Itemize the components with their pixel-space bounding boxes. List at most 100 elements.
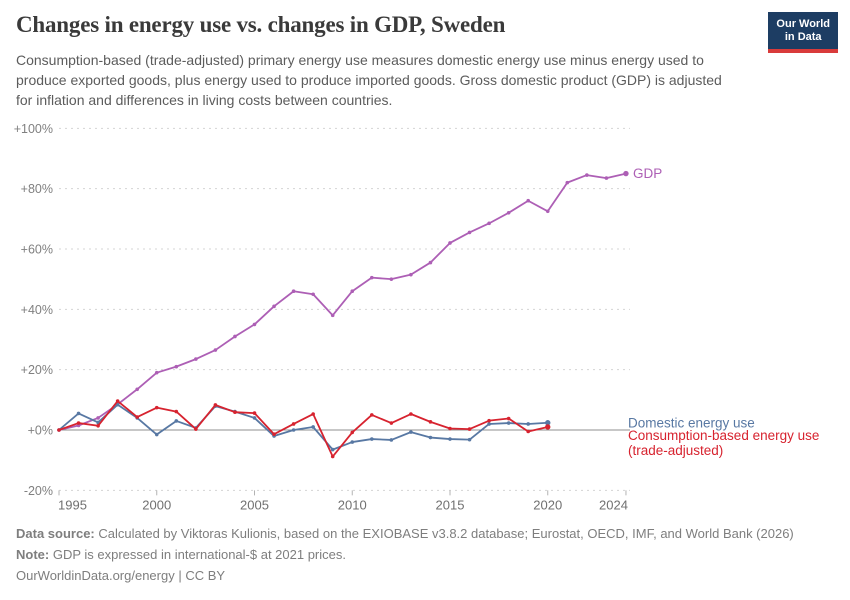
domestic-energy-use-point — [252, 416, 257, 420]
domestic-energy-use-point — [174, 419, 179, 423]
domestic-energy-use-point — [330, 447, 335, 452]
owid-logo-line1: Our World — [776, 18, 830, 30]
gdp-point — [291, 289, 296, 294]
consumption-based-energy-use-trade-adjusted-point — [76, 421, 81, 425]
domestic-energy-use-point — [428, 435, 433, 440]
consumption-based-energy-use-trade-adjusted-point — [311, 412, 315, 416]
gdp-point — [467, 230, 472, 235]
x-axis-tick-label: 2005 — [240, 497, 269, 512]
consumption-based-energy-use-trade-adjusted-point — [154, 405, 159, 410]
consumption-based-energy-use-trade-adjusted-label: (trade-adjusted) — [628, 443, 723, 458]
note-line: Note: GDP is expressed in international-… — [16, 545, 836, 565]
data-source-text: Calculated by Viktoras Kulionis, based o… — [98, 526, 794, 541]
gdp-point — [409, 272, 413, 277]
owid-logo-line2: in Data — [784, 31, 822, 43]
data-source-line: Data source: Calculated by Viktoras Kuli… — [16, 524, 836, 544]
consumption-based-energy-use-trade-adjusted-line[interactable] — [58, 400, 549, 458]
chart-area: +100% +80% +60% +40% +20% +0% -20% 1995 2000 2005… — [0, 112, 850, 514]
y-axis-tick-label: +0% — [28, 424, 53, 438]
x-axis-tick-label: 2024 — [599, 497, 628, 512]
domestic-energy-use-point — [448, 437, 452, 441]
gdp-point — [506, 210, 511, 215]
domestic-energy-use-point — [545, 420, 551, 426]
chart-canvas: +100% +80% +60% +40% +20% +0% -20% 1995 2000 2005… — [14, 122, 820, 513]
consumption-based-energy-use-trade-adjusted-point — [370, 413, 374, 417]
x-axis-tick-label: 1995 — [58, 497, 87, 512]
domestic-energy-use-point — [370, 437, 374, 441]
gdp-point — [428, 260, 433, 265]
gdp-point — [96, 416, 100, 420]
data-source-label: Data source: — [16, 526, 95, 541]
gdp-point — [448, 241, 452, 245]
gdp-point — [565, 180, 570, 185]
consumption-based-energy-use-trade-adjusted-point — [350, 430, 355, 435]
gdp-point — [252, 322, 257, 327]
plot-area[interactable] — [59, 122, 630, 490]
y-axis-tick-label: +20% — [21, 363, 53, 377]
domestic-energy-use-point — [526, 422, 530, 426]
x-axis-tick-label: 2015 — [436, 497, 465, 512]
consumption-based-energy-use-trade-adjusted-point — [233, 410, 237, 415]
gdp-point — [311, 292, 315, 297]
domestic-energy-use-point — [154, 432, 159, 437]
page-title: Changes in energy use vs. changes in GDP… — [16, 12, 506, 37]
consumption-based-energy-use-trade-adjusted-point — [545, 424, 551, 430]
gdp-point — [545, 209, 550, 214]
consumption-based-energy-use-trade-adjusted-point — [115, 399, 120, 403]
domestic-energy-use-point — [350, 440, 355, 444]
domestic-energy-use-label: Domestic energy use — [628, 415, 755, 430]
gdp-point — [194, 357, 198, 361]
owid-logo[interactable]: Our World in Data — [768, 12, 838, 53]
x-axis-tick-label: 2000 — [142, 497, 171, 512]
x-axis-tick-label: 2010 — [338, 497, 367, 512]
x-axis-tick-label: 2020 — [533, 497, 562, 512]
gdp-point — [174, 364, 179, 369]
gdp-point — [526, 198, 530, 203]
domestic-energy-use-line[interactable] — [58, 403, 549, 451]
consumption-based-energy-use-trade-adjusted-point — [57, 428, 61, 432]
consumption-based-energy-use-trade-adjusted-point — [389, 421, 394, 425]
y-axis-tick-label: +100% — [14, 122, 53, 136]
gdp-point — [389, 277, 394, 281]
domestic-energy-use-point — [291, 428, 296, 432]
y-axis-tick-label: +80% — [21, 182, 53, 196]
domestic-energy-use-point — [506, 421, 511, 425]
domestic-energy-use-point — [467, 437, 472, 442]
consumption-based-energy-use-trade-adjusted-point — [194, 427, 198, 431]
domestic-energy-use-point — [76, 411, 81, 416]
consumption-based-energy-use-trade-adjusted-point — [506, 416, 511, 421]
domestic-energy-use-point — [389, 438, 394, 442]
consumption-based-energy-use-trade-adjusted-point — [428, 420, 433, 424]
consumption-based-energy-use-trade-adjusted-point — [213, 403, 218, 407]
chart-subtitle: Consumption-based (trade-adjusted) prima… — [16, 52, 722, 108]
license-link[interactable]: OurWorldinData.org/energy | CC BY — [16, 568, 226, 583]
domestic-energy-use-point — [487, 422, 491, 426]
gdp-point — [135, 387, 139, 392]
consumption-based-energy-use-trade-adjusted-point — [272, 432, 276, 437]
gdp-point — [604, 176, 609, 180]
domestic-energy-use-point — [115, 402, 120, 407]
consumption-based-energy-use-trade-adjusted-point — [487, 418, 491, 423]
gdp-point — [213, 348, 218, 352]
y-axis-tick-label: +60% — [21, 242, 53, 256]
gdp-line[interactable] — [58, 172, 627, 431]
gdp-point — [272, 304, 276, 309]
note-label: Note: — [16, 547, 50, 562]
gdp-point — [233, 334, 237, 339]
gdp-point — [330, 313, 335, 318]
y-axis-tick-label: -20% — [24, 484, 53, 498]
consumption-based-energy-use-trade-adjusted-label: Consumption-based energy use — [628, 428, 819, 443]
consumption-based-energy-use-trade-adjusted-point — [409, 412, 413, 416]
consumption-based-energy-use-trade-adjusted-point — [174, 409, 179, 414]
gdp-point — [623, 170, 629, 177]
consumption-based-energy-use-trade-adjusted-point — [448, 426, 452, 431]
consumption-based-energy-use-trade-adjusted-point — [330, 454, 335, 459]
gdp-point — [487, 221, 491, 226]
chart-footer: Data source: Calculated by Viktoras Kuli… — [16, 524, 836, 587]
domestic-energy-use-point — [311, 425, 315, 429]
consumption-based-energy-use-trade-adjusted-point — [252, 411, 257, 415]
gdp-point — [585, 173, 589, 177]
gdp-point — [350, 289, 355, 294]
y-axis-tick-label: +40% — [21, 303, 53, 317]
